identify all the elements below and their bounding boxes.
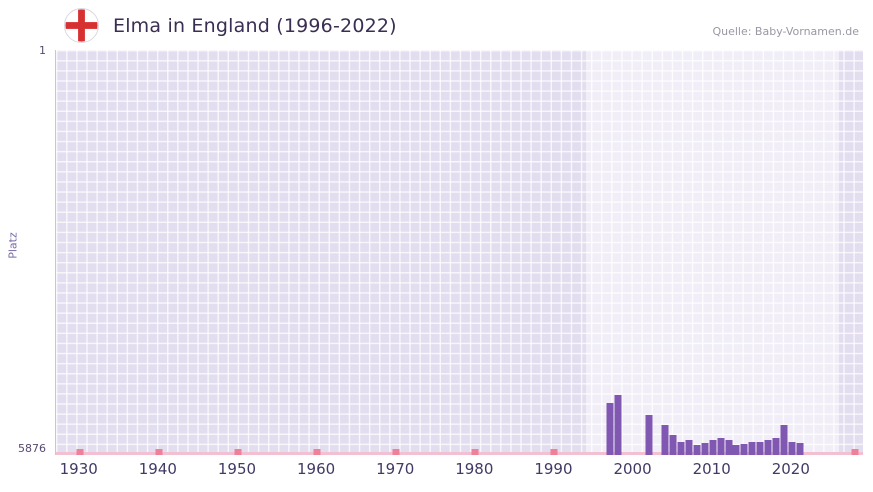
baseline-marker-1950 bbox=[234, 449, 242, 455]
x-tick-2020: 2020 bbox=[771, 460, 810, 478]
bar-2004[interactable] bbox=[661, 425, 669, 455]
x-tick-1930: 1930 bbox=[59, 460, 98, 478]
x-tick-2000: 2000 bbox=[613, 460, 652, 478]
baseline-marker-1960 bbox=[313, 449, 321, 455]
bar-2020[interactable] bbox=[788, 442, 796, 455]
x-tick-2010: 2010 bbox=[692, 460, 731, 478]
bar-2007[interactable] bbox=[685, 440, 693, 455]
source-credit: Quelle: Baby-Vornamen.de bbox=[712, 25, 859, 38]
highlight-band bbox=[586, 50, 840, 455]
y-tick-best: 1 bbox=[39, 44, 46, 57]
x-tick-1990: 1990 bbox=[534, 460, 573, 478]
chart-title: Elma in England (1996-2022) bbox=[113, 14, 397, 37]
bar-2014[interactable] bbox=[740, 444, 748, 455]
baseline-marker-1980 bbox=[471, 449, 479, 455]
plot-area bbox=[55, 50, 863, 455]
bar-2013[interactable] bbox=[732, 445, 740, 455]
bar-2011[interactable] bbox=[717, 438, 725, 455]
baseline-marker-1940 bbox=[155, 449, 163, 455]
bar-2009[interactable] bbox=[701, 443, 709, 455]
x-tick-1970: 1970 bbox=[376, 460, 415, 478]
x-axis-line bbox=[56, 452, 863, 455]
bar-2015[interactable] bbox=[748, 442, 756, 455]
x-tick-1940: 1940 bbox=[138, 460, 177, 478]
baseline-marker-1970 bbox=[392, 449, 400, 455]
bar-2016[interactable] bbox=[756, 442, 764, 455]
x-tick-1960: 1960 bbox=[296, 460, 336, 478]
bar-1997[interactable] bbox=[606, 403, 614, 455]
bar-2006[interactable] bbox=[677, 442, 685, 455]
x-tick-1950: 1950 bbox=[217, 460, 257, 478]
x-axis-ticks: 1930 1940 1950 1960 1970 1980 1990 2000 2010 2020 bbox=[55, 460, 862, 482]
bar-2021[interactable] bbox=[796, 443, 804, 455]
y-tick-worst: 5876 bbox=[18, 442, 46, 455]
bar-2005[interactable] bbox=[669, 435, 677, 455]
baseline-marker-2028 bbox=[851, 449, 859, 455]
chart-header: Elma in England (1996-2022) bbox=[63, 7, 397, 44]
bar-2010[interactable] bbox=[709, 440, 717, 455]
bar-2018[interactable] bbox=[772, 438, 780, 455]
baseline-marker-1990 bbox=[550, 449, 558, 455]
baseline-marker-1930 bbox=[76, 449, 84, 455]
x-tick-1980: 1980 bbox=[455, 460, 494, 478]
bar-2019[interactable] bbox=[780, 425, 788, 455]
england-flag-icon bbox=[63, 7, 100, 44]
bar-2002[interactable] bbox=[645, 415, 653, 455]
bar-2012[interactable] bbox=[725, 440, 732, 455]
bar-2017[interactable] bbox=[764, 440, 772, 455]
bar-2008[interactable] bbox=[693, 445, 701, 455]
y-axis-label: Platz bbox=[6, 232, 20, 259]
bar-1998[interactable] bbox=[614, 395, 622, 455]
